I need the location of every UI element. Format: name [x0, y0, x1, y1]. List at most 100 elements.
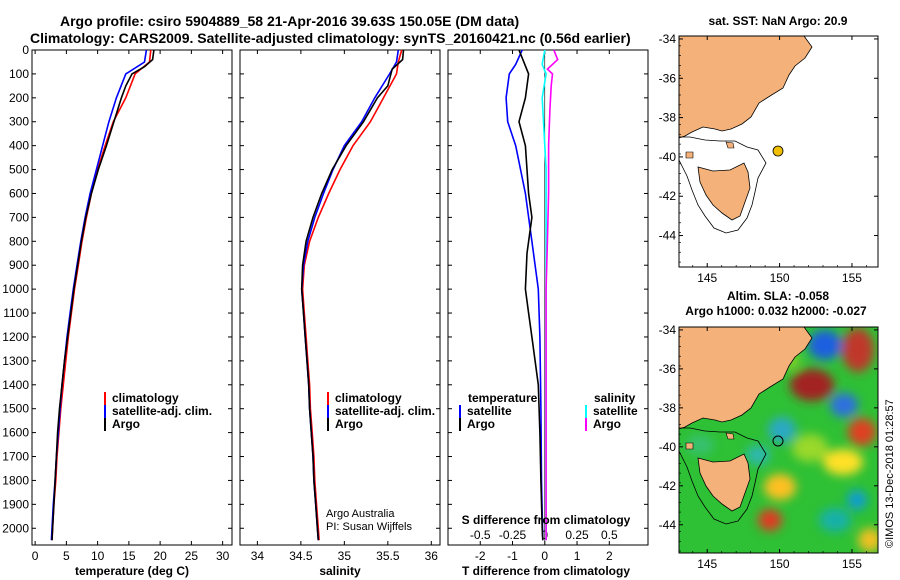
y-tick-label: 1900	[2, 497, 29, 511]
legend-label-t-argo: Argo	[467, 417, 495, 431]
y-tick-label: 1000	[2, 282, 29, 296]
sst-argo-location-marker	[772, 145, 784, 157]
series-line-2	[51, 49, 155, 541]
y-tick-label: 1200	[2, 330, 29, 344]
x2-tick-label: -0.5	[470, 528, 491, 542]
legend-title-salinity: salinity	[594, 391, 636, 405]
lat-tick-label: -40	[659, 440, 677, 454]
x-tick-label: 34	[251, 549, 265, 563]
sla-cyclonic-eddy	[830, 393, 858, 417]
sla-anomaly	[686, 435, 714, 455]
x2-tick-label: -0.25	[499, 528, 527, 542]
sla-negative-anomaly	[847, 490, 867, 510]
lat-tick-label: -34	[659, 32, 677, 46]
legend-title-temperature: temperature	[468, 391, 538, 405]
sla-map-ticks: 145 150 155 -34 -36 -38 -40 -42 -44	[659, 323, 878, 571]
y-tick-label: 600	[9, 186, 29, 200]
king-island	[685, 442, 694, 450]
sla-anticyclonic-eddy	[842, 328, 874, 372]
series-line-1	[518, 49, 544, 541]
difference-x2label: S difference from climatology	[462, 513, 631, 527]
x-tick-label: 0	[32, 549, 39, 563]
x-tick-label: 5	[63, 549, 70, 563]
lat-tick-label: -44	[659, 518, 677, 532]
difference-panel-frame	[447, 49, 649, 546]
x2-tick-label: 0.5	[601, 528, 618, 542]
sla-continental-shelf	[679, 427, 767, 525]
legend-label-climatology: climatology	[335, 391, 402, 405]
y-tick-label: 700	[9, 210, 29, 224]
salinity-xlabel: salinity	[319, 564, 361, 578]
annotation-pi: PI: Susan Wijffels	[326, 521, 412, 533]
y-tick-label: 200	[9, 91, 29, 105]
y-tick-label: 1700	[2, 450, 29, 464]
temperature-plot: 0 5 10 15 20 25 30	[32, 49, 230, 563]
lat-tick-label: -38	[659, 111, 677, 125]
series-line-0	[505, 49, 544, 541]
difference-legend: temperature satellite Argo salinity sate…	[459, 391, 638, 431]
x-tick-label: 0	[541, 549, 548, 563]
sst-map-frame	[678, 35, 879, 268]
legend-label-s-argo: Argo	[593, 417, 621, 431]
legend-label-s-satellite: satellite	[593, 404, 638, 418]
sla-positive-anomaly	[823, 449, 863, 475]
y-tick-label: 100	[9, 67, 29, 81]
sla-map-title-line1: Altim. SLA: -0.058	[727, 289, 829, 303]
tasmania	[697, 162, 751, 221]
y-tick-label: 400	[9, 139, 29, 153]
legend-label-climatology: climatology	[112, 391, 179, 405]
y-tick-label: 800	[9, 234, 29, 248]
tasmania	[697, 453, 751, 512]
sla-map-frame	[678, 326, 879, 554]
series-line-1	[50, 49, 148, 541]
sla-cyclonic-eddy	[808, 330, 842, 360]
y-tick-label: 900	[9, 258, 29, 272]
legend-label-argo: Argo	[112, 417, 140, 431]
y-tick-label: 1300	[2, 354, 29, 368]
lat-tick-label: -34	[659, 323, 677, 337]
lon-tick-label: 145	[697, 557, 717, 571]
lat-tick-label: -42	[659, 189, 677, 203]
lon-tick-label: 150	[770, 557, 790, 571]
x-tick-label: 10	[91, 549, 105, 563]
temperature-panel-frame	[31, 49, 233, 546]
series-line-2	[300, 49, 405, 541]
x-tick-label: 2	[606, 549, 613, 563]
x-tick-label: 34.5	[289, 549, 313, 563]
lat-tick-label: -44	[659, 229, 677, 243]
imos-watermark: ©IMOS 13-Dec-2018 01:28:57	[884, 399, 896, 548]
x-tick-label: 35.5	[376, 549, 400, 563]
figure-title-line2: Climatology: CARS2009. Satellite-adjuste…	[30, 30, 631, 46]
lon-tick-label: 155	[842, 271, 862, 285]
x-tick-label: 35	[338, 549, 352, 563]
lat-tick-label: -36	[659, 362, 677, 376]
australia-mainland	[679, 36, 813, 139]
salinity-plot: 34 34.5 35 35.5 36	[251, 49, 438, 563]
pressure-axis: 0 100 200 300 400 500 600 700 800 900 1000 1100 1200…	[2, 43, 648, 535]
lat-tick-label: -42	[659, 479, 677, 493]
sst-map: sat. SST: NaN Argo: 20.9 145 150 155 -34 -36…	[659, 14, 879, 285]
lon-tick-label: 145	[697, 271, 717, 285]
sla-negative-anomaly	[819, 508, 851, 532]
australia-mainland	[679, 327, 813, 430]
series-line-1	[300, 49, 400, 541]
sla-anticyclonic-eddy	[758, 509, 782, 531]
x-tick-label: -2	[475, 549, 486, 563]
sst-map-title: sat. SST: NaN Argo: 20.9	[709, 14, 848, 28]
flinders-island	[725, 432, 735, 440]
lat-tick-label: -40	[659, 150, 677, 164]
salinity-legend: climatology satellite-adj. clim. Argo Ar…	[326, 391, 435, 533]
y-tick-label: 1600	[2, 426, 29, 440]
x2-tick-label: 0	[541, 528, 548, 542]
sla-positive-anomaly	[858, 528, 878, 552]
sla-anticyclonic-eddy	[848, 418, 876, 446]
x-tick-label: 25	[185, 549, 199, 563]
temperature-xlabel: temperature (deg C)	[75, 564, 189, 578]
y-tick-label: 1100	[3, 306, 29, 320]
sst-map-ticks: 145 150 155 -34 -36 -38 -40 -42 -44	[659, 32, 878, 285]
y-tick-label: 1800	[2, 473, 29, 487]
difference-plot: -2 -1 0 1 2 -0.5 -0.25 0 0.25 0.5	[470, 49, 618, 563]
king-island	[685, 151, 694, 159]
x-tick-label: 20	[153, 549, 167, 563]
